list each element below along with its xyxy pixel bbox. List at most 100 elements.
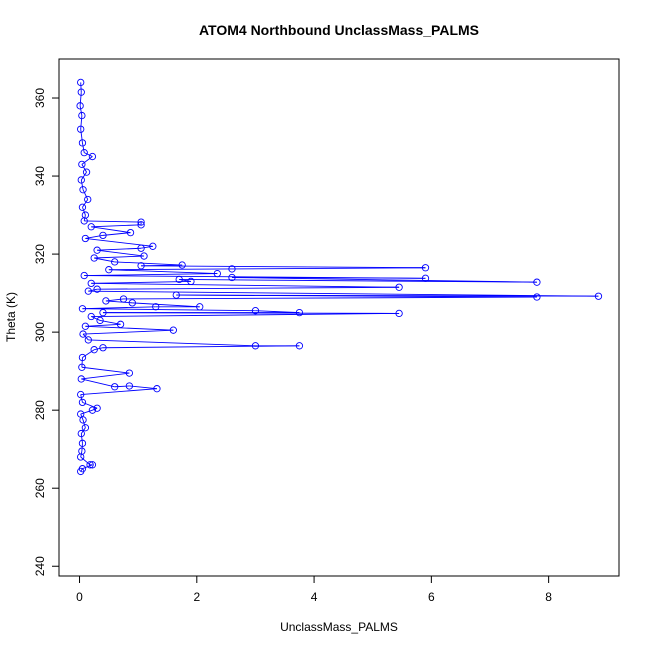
series-segment (82, 306, 156, 310)
series-segment (114, 261, 183, 266)
series-segment (123, 296, 537, 300)
data-point (88, 406, 97, 414)
series-segment (82, 401, 98, 409)
series-segment (105, 300, 133, 304)
data-point (126, 228, 135, 237)
series-segment (108, 269, 218, 275)
series-segment (84, 152, 93, 157)
x-axis-label: UnclassMass_PALMS (280, 620, 398, 634)
plot-frame (58, 58, 620, 577)
series-segment (82, 333, 89, 341)
y-tick-label: 340 (33, 166, 47, 186)
data-point (119, 295, 128, 303)
series-segment (81, 357, 83, 368)
series-segment (97, 286, 400, 290)
series-segment (82, 207, 86, 216)
series-segment (82, 189, 89, 200)
x-tick-label: 2 (193, 590, 200, 604)
data-point (533, 278, 541, 286)
series-segment (81, 366, 130, 374)
data-point (77, 176, 85, 184)
data-point (111, 383, 119, 391)
data-point (228, 273, 236, 282)
data-point (87, 312, 95, 321)
series-segment (231, 267, 426, 270)
data-point (125, 369, 134, 377)
x-tick-label: 4 (311, 590, 318, 604)
data-point (86, 461, 94, 469)
series-segment (80, 171, 87, 181)
y-tick-label: 240 (33, 556, 47, 576)
series-segment (176, 294, 537, 298)
series-segment (80, 388, 157, 396)
series-segment (108, 268, 232, 271)
data-point (78, 305, 87, 313)
data-point (251, 342, 260, 350)
series-segment (94, 347, 104, 351)
data-point (102, 297, 110, 305)
series-segment (80, 82, 82, 93)
data-point (78, 160, 86, 169)
x-tick-label: 6 (428, 590, 435, 604)
y-tick-label: 320 (33, 244, 47, 264)
data-point (213, 269, 221, 278)
series-segment (91, 226, 131, 234)
data-point (395, 309, 403, 318)
data-point (78, 111, 86, 120)
data-point (81, 234, 90, 243)
data-point (175, 275, 183, 284)
data-point (77, 429, 85, 438)
series-segment (82, 349, 95, 358)
data-point (251, 307, 260, 315)
data-point (77, 390, 85, 399)
data-point (594, 292, 603, 300)
data-point (111, 258, 119, 266)
data-point (137, 262, 145, 270)
data-point (137, 218, 145, 226)
series-segment (80, 179, 84, 190)
data-point (77, 78, 85, 87)
series-segment (179, 279, 537, 283)
data-point (137, 244, 145, 252)
data-point (533, 293, 541, 301)
series-segment (80, 115, 83, 130)
data-point (84, 195, 92, 204)
series-segment (97, 247, 142, 251)
data-point (421, 264, 430, 272)
x-tick-label: 8 (545, 590, 552, 604)
series-segment (141, 245, 153, 249)
data-point (77, 467, 85, 476)
data-point (295, 308, 304, 317)
data-point (128, 299, 136, 307)
data-point (81, 322, 90, 330)
data-point (76, 102, 84, 110)
data-point (84, 336, 92, 344)
series-segment (81, 443, 83, 452)
y-tick-label: 280 (33, 400, 47, 420)
data-point (78, 203, 87, 211)
series-segment (82, 308, 256, 312)
series-segment (129, 385, 157, 390)
series-segment (132, 302, 200, 308)
data-point (77, 88, 85, 96)
data-point (79, 186, 87, 194)
data-point (395, 283, 403, 291)
series-segment (82, 199, 89, 208)
y-tick-label: 300 (33, 322, 47, 342)
data-point (78, 363, 86, 371)
series-segment (91, 280, 191, 284)
series-segment (102, 345, 300, 349)
series-layer (76, 78, 603, 476)
data-point (93, 246, 101, 254)
series-segment (102, 232, 131, 236)
series-segment (97, 249, 145, 257)
series-segment (84, 220, 142, 223)
data-point (78, 139, 87, 147)
data-point (152, 303, 160, 311)
data-point (96, 316, 104, 325)
y-axis: 240 260 280 300 320 340 360 (33, 88, 60, 576)
series-segment (92, 407, 98, 411)
series-segment (141, 265, 426, 269)
data-point (116, 320, 125, 328)
data-point (80, 217, 88, 225)
